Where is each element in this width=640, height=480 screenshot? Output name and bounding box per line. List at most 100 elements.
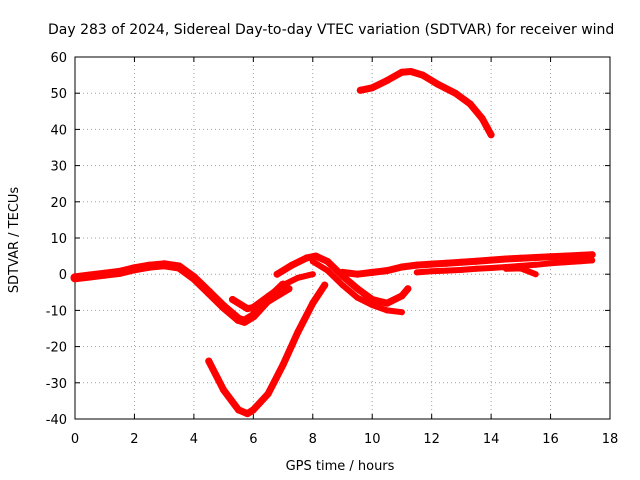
x-tick-label: 14 [483,432,500,447]
y-tick-label: 50 [50,87,67,102]
data-point [561,252,569,260]
data-point [339,268,346,276]
y-tick-label: 10 [50,232,67,247]
x-tick-label: 8 [309,432,317,447]
data-point [250,303,257,310]
data-point [443,259,450,267]
data-point [115,267,125,277]
data-point [532,271,539,278]
data-point [303,254,311,262]
data-point [279,361,287,369]
data-point [383,267,391,275]
data-point [356,86,364,94]
series-arc-deep-dip [205,281,329,418]
data-point [589,257,596,264]
series-arc-right-cluster [339,251,596,278]
data-point [547,253,555,261]
data-point [466,100,474,108]
chart-title: Day 283 of 2024, Sidereal Day-to-day VTE… [48,22,614,38]
data-point [369,302,376,308]
data-point [309,271,316,278]
data-point [85,271,95,281]
data-point [384,307,391,314]
data-point [503,265,509,272]
data-point [309,258,316,265]
series-arc-low-8-to-11 [309,258,405,316]
data-point [243,410,251,418]
x-tick-label: 4 [190,432,198,447]
data-point [339,282,346,289]
series-arc-rising-6-to-8 [250,271,316,310]
data-point [434,80,442,88]
y-tick-label: 30 [50,160,67,175]
series-line [205,281,329,418]
x-tick-label: 10 [364,432,381,447]
data-point [229,296,236,303]
x-tick-label: 6 [249,432,257,447]
data-point [312,252,320,260]
data-point [273,270,281,278]
data-point [398,68,406,76]
y-tick-label: -40 [46,413,67,428]
x-tick-label: 12 [423,432,440,447]
data-point [502,255,510,263]
data-point [398,263,406,271]
series-arc-main-0-to-7 [70,260,288,326]
data-point [478,115,486,122]
data-point [265,292,272,299]
x-tick-label: 2 [130,432,138,447]
data-point [413,261,421,269]
data-point [588,251,596,259]
data-point [100,269,110,279]
y-tick-label: -30 [46,377,67,392]
grid [75,57,610,419]
data-point [419,71,427,79]
data-point [70,273,80,283]
y-tick-label: -20 [46,341,67,356]
data-point [413,269,420,276]
data-point [294,274,301,281]
data-point [458,266,465,273]
data-point [324,258,332,265]
y-tick-label: 60 [50,51,67,66]
data-point [443,267,450,274]
data-point [235,406,242,414]
data-point [243,305,251,313]
data-point [576,251,584,259]
data-point [532,254,540,261]
x-tick-label: 16 [542,432,559,447]
data-point [451,89,459,97]
data-point [205,357,213,365]
data-point [204,287,214,297]
data-point [383,299,391,307]
data-point [285,285,293,293]
y-ticks: -40 -30 -20 -10 0 10 20 30 40 50 60 [46,51,610,428]
data-point [288,261,296,269]
data-point [324,267,331,274]
y-tick-label: -10 [46,304,67,319]
data-point [517,254,525,262]
data-point [249,406,257,414]
data-point [472,257,480,265]
data-point [428,268,435,275]
data-point [473,265,480,272]
data-point [353,270,361,278]
data-point [144,261,154,271]
data-point [353,285,361,293]
data-point [487,131,495,139]
series-line [70,260,288,326]
data-point [577,258,584,265]
data-point [398,309,405,316]
y-tick-label: 20 [50,196,67,211]
data-point [219,302,229,312]
x-tick-label: 0 [71,432,79,447]
data-point [309,299,317,307]
data-point [159,260,169,270]
x-axis-label: GPS time / hours [286,459,395,474]
data-point [547,260,554,267]
data-point [239,316,249,326]
data-point [383,77,391,84]
data-point [404,285,412,293]
data-point [488,265,495,271]
